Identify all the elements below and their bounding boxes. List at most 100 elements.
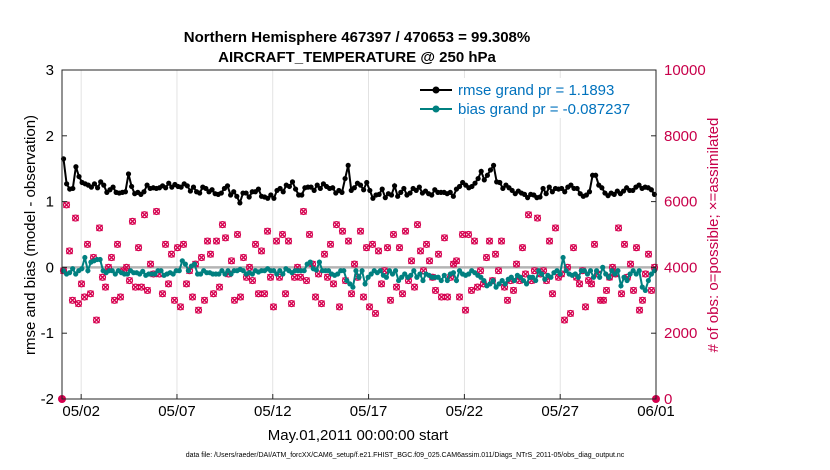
left-tick-label-5: 3 bbox=[46, 62, 54, 79]
rmse-point-26 bbox=[141, 189, 147, 195]
bias-point-92 bbox=[341, 268, 347, 274]
bias-point-36 bbox=[170, 271, 176, 277]
rmse-point-106 bbox=[388, 192, 395, 198]
rmse-point-51 bbox=[218, 190, 224, 196]
obs-possible-point-88 bbox=[323, 273, 332, 281]
bias-point-71 bbox=[277, 268, 283, 274]
rmse-point-34 bbox=[166, 180, 172, 186]
obs-assimilated-point-141 bbox=[483, 254, 490, 262]
obs-possible-point-45 bbox=[194, 306, 203, 314]
obs-assimilated-point-180 bbox=[600, 296, 607, 304]
rmse-point-109 bbox=[398, 189, 404, 195]
obs-possible-point-158 bbox=[533, 214, 542, 222]
rmse-point-54 bbox=[228, 192, 234, 198]
obs-assimilated-point-108 bbox=[384, 244, 391, 252]
rmse-point-42 bbox=[190, 184, 197, 190]
obs-possible-point-28 bbox=[143, 286, 152, 295]
obs-assimilated-point-92 bbox=[336, 303, 343, 311]
bias-point-12 bbox=[97, 256, 103, 263]
obs-possible-point-181 bbox=[602, 286, 611, 295]
obs-assimilated-point-193 bbox=[639, 296, 646, 304]
obs-possible-point-54 bbox=[221, 234, 230, 242]
obs-possible-point-89 bbox=[326, 240, 335, 248]
obs-possible-point-39 bbox=[176, 303, 185, 311]
bias-point-145 bbox=[502, 281, 508, 287]
bias-point-118 bbox=[420, 277, 426, 284]
obs-possible-point-121 bbox=[422, 240, 431, 248]
obs-possible-point-29 bbox=[146, 260, 155, 268]
bias-point-160 bbox=[548, 274, 554, 280]
obs-assimilated-point-186 bbox=[618, 290, 625, 298]
obs-assimilated-point-116 bbox=[408, 257, 415, 265]
obs-possible-point-167 bbox=[560, 316, 569, 324]
obs-assimilated-point-163 bbox=[549, 290, 556, 298]
obs-assimilated-point-195 bbox=[645, 250, 652, 258]
bias-point-84 bbox=[316, 259, 322, 265]
bias-point-95 bbox=[350, 284, 356, 290]
obs-possible-point-64 bbox=[251, 240, 260, 248]
obs-assimilated-point-148 bbox=[504, 296, 511, 304]
right-tick-label-4: 8000 bbox=[664, 128, 697, 145]
bias-point-175 bbox=[594, 268, 600, 274]
bias-point-185 bbox=[624, 277, 630, 284]
obs-possible-point-141 bbox=[482, 253, 491, 262]
obs-possible-point-155 bbox=[524, 211, 533, 219]
obs-assimilated-point-100 bbox=[360, 293, 367, 301]
bias-point-148 bbox=[511, 277, 517, 284]
obs-assimilated-point-66 bbox=[258, 247, 265, 255]
obs-assimilated-point-50 bbox=[210, 290, 217, 298]
obs-assimilated-point-174 bbox=[582, 303, 589, 311]
obs-assimilated-point-114 bbox=[402, 227, 409, 235]
obs-assimilated-point-69 bbox=[267, 273, 274, 281]
bias-point-41 bbox=[185, 268, 192, 274]
x-tick-label-2: 05/12 bbox=[254, 403, 292, 420]
bias-point-155 bbox=[533, 277, 539, 284]
y-axis-label-right: # of obs: o=possible; ×=assimilated bbox=[705, 118, 722, 353]
obs-assimilated-point-86 bbox=[318, 300, 325, 308]
rmse-point-74 bbox=[289, 179, 296, 185]
obs-possible-point-194 bbox=[641, 270, 650, 278]
rmse-point-170 bbox=[586, 189, 593, 195]
x-tick-label-6: 06/01 bbox=[637, 403, 675, 420]
rmse-point-103 bbox=[379, 186, 385, 192]
obs-assimilated-point-12 bbox=[96, 224, 103, 232]
obs-possible-point-125 bbox=[434, 250, 443, 258]
right-axis-ticks: 0 2000 4000 6000 8000 10000 bbox=[651, 62, 706, 408]
rmse-point-77 bbox=[299, 192, 305, 198]
rmse-point-166 bbox=[574, 185, 580, 192]
obs-assimilated-point-128 bbox=[444, 293, 451, 301]
obs-possible-point-31 bbox=[152, 207, 161, 216]
obs-assimilated-point-80 bbox=[300, 207, 307, 215]
bias-point-17 bbox=[112, 271, 118, 277]
rmse-point-9 bbox=[88, 184, 94, 190]
obs-assimilated-point-56 bbox=[228, 257, 235, 265]
obs-possible-point-86 bbox=[317, 299, 326, 308]
bias-point-45 bbox=[198, 271, 204, 277]
obs-possible-point-97 bbox=[350, 260, 359, 268]
obs-assimilated-point-13 bbox=[99, 273, 106, 281]
bias-point-111 bbox=[399, 274, 405, 280]
obs-possible-point-124 bbox=[431, 286, 440, 295]
rmse-point-70 bbox=[277, 185, 283, 192]
bias-point-108 bbox=[389, 271, 396, 277]
obs-possible-point-18 bbox=[113, 240, 122, 248]
bias-point-158 bbox=[542, 276, 548, 282]
chart-title-line1: Northern Hemisphere 467397 / 470653 = 99… bbox=[184, 29, 530, 46]
rmse-point-181 bbox=[620, 188, 627, 194]
obs-assimilated-point-122 bbox=[426, 257, 433, 265]
bias-point-2 bbox=[67, 270, 73, 276]
rmse-point-75 bbox=[292, 186, 299, 192]
rmse-point-98 bbox=[364, 179, 370, 186]
chart-title-line2: AIRCRAFT_TEMPERATURE @ 250 hPa bbox=[218, 49, 496, 66]
rmse-point-3 bbox=[70, 185, 76, 192]
bias-point-109 bbox=[392, 268, 399, 274]
x-tick-label-0: 05/02 bbox=[62, 403, 100, 420]
rmse-point-150 bbox=[525, 195, 531, 201]
rmse-point-190 bbox=[648, 187, 654, 193]
left-tick-label-0: -2 bbox=[41, 391, 54, 408]
obs-assimilated-point-58 bbox=[234, 231, 241, 238]
bias-point-124 bbox=[438, 277, 444, 284]
obs-possible-point-95 bbox=[344, 237, 353, 245]
obs-assimilated-point-60 bbox=[240, 254, 247, 262]
obs-assimilated-point-138 bbox=[474, 283, 481, 291]
